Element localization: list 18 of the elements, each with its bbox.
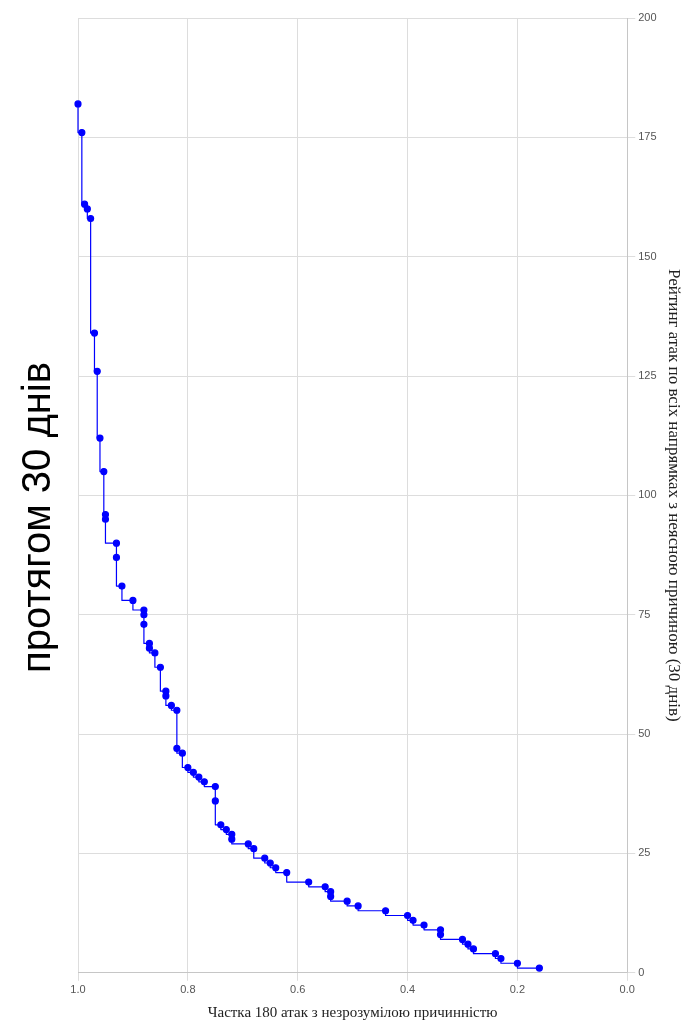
- y-tick-label: 25: [638, 846, 651, 859]
- y-tick-label: 50: [638, 727, 651, 740]
- y-tick-label: 175: [638, 130, 657, 143]
- x-tick-label: 0.0: [619, 983, 635, 996]
- x-tick-label: 0.4: [399, 983, 416, 996]
- x-tick-label: 0.2: [509, 983, 526, 996]
- y-tick-label: 0: [638, 965, 645, 978]
- x-tick-label: 1.0: [70, 983, 86, 996]
- x-tick-label: 0.8: [180, 983, 196, 996]
- y-tick-label: 200: [638, 11, 657, 24]
- y-tick-label: 125: [638, 369, 657, 382]
- text: протягом 30 днів: [13, 361, 59, 673]
- y-tick-label: 100: [638, 488, 657, 501]
- y-tick-label: 75: [638, 607, 651, 620]
- y-tick-label: 150: [638, 249, 657, 262]
- x-tick-label: 0.6: [290, 983, 306, 996]
- y-axis-title: Рейтинг атак по всіх напрямках з неясною причиною (30 днів): [665, 269, 685, 722]
- x-axis-title: Частка 180 атак з незрозумілою причинністю: [207, 1003, 498, 1020]
